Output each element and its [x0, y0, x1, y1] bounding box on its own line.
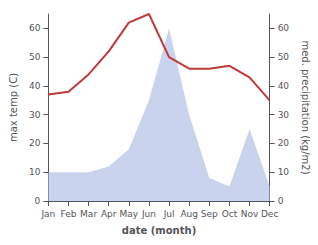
svg-text:Dec: Dec [261, 209, 278, 219]
svg-text:Aug: Aug [180, 209, 198, 219]
svg-text:Feb: Feb [61, 209, 77, 219]
svg-text:Nov: Nov [241, 209, 259, 219]
svg-text:20: 20 [29, 138, 41, 148]
svg-text:Jun: Jun [141, 209, 156, 219]
svg-text:May: May [120, 209, 139, 219]
svg-text:30: 30 [29, 110, 41, 120]
svg-text:0: 0 [35, 196, 41, 206]
svg-text:Jul: Jul [163, 209, 175, 219]
svg-text:60: 60 [278, 23, 290, 33]
svg-text:10: 10 [278, 167, 290, 177]
svg-text:Oct: Oct [222, 209, 238, 219]
svg-text:Apr: Apr [101, 209, 117, 219]
svg-text:max temp (C): max temp (C) [8, 73, 19, 142]
svg-text:Mar: Mar [80, 209, 97, 219]
svg-text:20: 20 [278, 138, 290, 148]
svg-text:50: 50 [29, 52, 41, 62]
svg-text:Jan: Jan [40, 209, 55, 219]
svg-text:date (month): date (month) [122, 225, 196, 236]
svg-text:40: 40 [278, 81, 290, 91]
svg-text:Sep: Sep [201, 209, 218, 219]
svg-text:10: 10 [29, 167, 41, 177]
svg-text:50: 50 [278, 52, 290, 62]
svg-text:60: 60 [29, 23, 41, 33]
svg-text:0: 0 [278, 196, 284, 206]
svg-text:med. precipitation (kg/m2): med. precipitation (kg/m2) [300, 40, 311, 174]
svg-text:30: 30 [278, 110, 290, 120]
svg-text:40: 40 [29, 81, 41, 91]
